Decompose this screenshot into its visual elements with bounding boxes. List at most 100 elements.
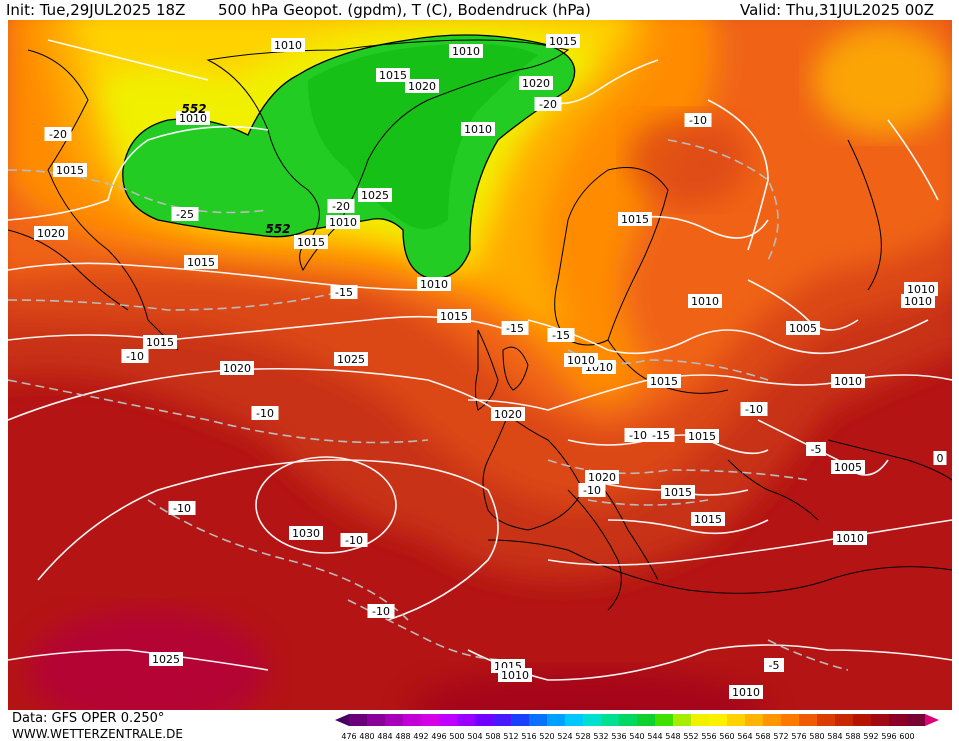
isobar-label-box bbox=[294, 235, 328, 249]
isobar-label-box bbox=[184, 255, 218, 269]
isobar-label: 1015 bbox=[694, 513, 722, 526]
temperature-label: -15 bbox=[552, 329, 570, 342]
temperature-label: -15 bbox=[506, 322, 524, 335]
scale-swatch bbox=[817, 714, 835, 726]
scale-label: 484 bbox=[377, 732, 392, 741]
scale-label: 576 bbox=[791, 732, 806, 741]
isobar-label: 1010 bbox=[836, 532, 864, 545]
scale-swatch bbox=[907, 714, 925, 726]
isobar-label-box bbox=[498, 668, 532, 682]
scale-swatch bbox=[763, 714, 781, 726]
scale-label: 568 bbox=[755, 732, 770, 741]
isobar-label-box bbox=[691, 512, 725, 526]
high-geopot-south bbox=[28, 610, 268, 710]
geopotential-label: 552 bbox=[265, 222, 290, 236]
isobar-label: 1015 bbox=[621, 213, 649, 226]
scale-swatch bbox=[727, 714, 745, 726]
scale-label: 556 bbox=[701, 732, 716, 741]
scale-label: 600 bbox=[899, 732, 914, 741]
isobar-label-box bbox=[904, 282, 938, 296]
scale-label: 596 bbox=[881, 732, 896, 741]
geopotential-label: 552 bbox=[181, 102, 206, 116]
isobar-label: 1025 bbox=[152, 653, 180, 666]
scale-label: 548 bbox=[665, 732, 680, 741]
temperature-label: -10 bbox=[745, 403, 763, 416]
isobar-label-box bbox=[376, 68, 410, 82]
scale-label: 528 bbox=[575, 732, 590, 741]
temperature-label-box bbox=[684, 113, 712, 127]
scale-swatch bbox=[691, 714, 709, 726]
scale-label: 488 bbox=[395, 732, 410, 741]
isobar-label: 1015 bbox=[297, 236, 325, 249]
temperature-label-box bbox=[624, 428, 652, 442]
scale-swatch bbox=[745, 714, 763, 726]
scale-swatch bbox=[457, 714, 475, 726]
scale-swatch bbox=[439, 714, 457, 726]
header-bar: Init: Tue,29JUL2025 18Z 500 hPa Geopot. … bbox=[0, 0, 959, 20]
isobar-label: 1015 bbox=[650, 375, 678, 388]
scale-label: 552 bbox=[683, 732, 698, 741]
isobar-label-box bbox=[271, 38, 305, 52]
scale-label: 476 bbox=[341, 732, 356, 741]
isobar-label-box bbox=[461, 122, 495, 136]
temperature-label: -10 bbox=[583, 484, 601, 497]
isobar-label-box bbox=[417, 277, 451, 291]
scale-swatch bbox=[475, 714, 493, 726]
temperature-label-box bbox=[44, 127, 72, 141]
isobar-label: 1010 bbox=[179, 112, 207, 125]
temperature-label-box bbox=[501, 321, 529, 335]
temperature-label: -5 bbox=[769, 659, 780, 672]
scale-swatch bbox=[385, 714, 403, 726]
isobar-label-box bbox=[405, 79, 439, 93]
isobar-label: 1020 bbox=[37, 227, 65, 240]
temperature-label-box bbox=[251, 406, 279, 420]
scale-swatch bbox=[403, 714, 421, 726]
temperature-label: -20 bbox=[332, 200, 350, 213]
isobar-label-box bbox=[546, 34, 580, 48]
temperature-label-box bbox=[933, 451, 947, 465]
isobar-label: 1015 bbox=[688, 430, 716, 443]
scale-label: 492 bbox=[413, 732, 428, 741]
scale-swatch bbox=[619, 714, 637, 726]
isobar-label-box bbox=[358, 188, 392, 202]
isobar-label: 1015 bbox=[187, 256, 215, 269]
isobar-label: 1020 bbox=[588, 471, 616, 484]
isobar-label-box bbox=[585, 470, 619, 484]
isobar-label-box bbox=[833, 531, 867, 545]
isobar-label-box bbox=[618, 212, 652, 226]
scale-label: 584 bbox=[827, 732, 842, 741]
temperature-label-box bbox=[740, 402, 768, 416]
temperature-label: -15 bbox=[335, 286, 353, 299]
temperature-label-box bbox=[171, 207, 199, 221]
isobar-label: 1010 bbox=[464, 123, 492, 136]
temperature-label-box bbox=[647, 428, 675, 442]
temperature-label: -10 bbox=[689, 114, 707, 127]
scale-label: 532 bbox=[593, 732, 608, 741]
weather-map: 1010 1010 1015 1020 1015 1020 1010 1025 1010 1015… bbox=[8, 20, 952, 710]
scale-label: 588 bbox=[845, 732, 860, 741]
isobar-label: 1010 bbox=[420, 278, 448, 291]
scale-swatch bbox=[673, 714, 691, 726]
scale-swatch bbox=[709, 714, 727, 726]
isobar-label: 1030 bbox=[292, 527, 320, 540]
isobar-label: 1015 bbox=[549, 35, 577, 48]
isobar-label: 1020 bbox=[522, 77, 550, 90]
scale-swatch bbox=[799, 714, 817, 726]
isobar-label: 1010 bbox=[567, 354, 595, 367]
color-scale: 476 480 484 488 492 496 500 504 508 512 516 520 524 5… bbox=[335, 714, 939, 741]
isobar-label-box bbox=[143, 335, 177, 349]
isobar-label-box bbox=[647, 374, 681, 388]
isobar-label-box bbox=[326, 215, 360, 229]
isobar-label: 1015 bbox=[56, 164, 84, 177]
scale-end-arrow bbox=[925, 714, 939, 726]
isobar-label-box bbox=[688, 294, 722, 308]
isobar-labels: 1010 1010 1015 1020 1015 1020 1010 1025 1010 1015… bbox=[34, 34, 938, 699]
isobar-label-box bbox=[564, 353, 598, 367]
website: WWW.WETTERZENTRALE.DE bbox=[12, 727, 183, 741]
isobar-label-box bbox=[34, 226, 68, 240]
scale-swatch bbox=[529, 714, 547, 726]
isobar-label: 1015 bbox=[440, 310, 468, 323]
isobar-label: 1010 bbox=[732, 686, 760, 699]
scale-swatch bbox=[511, 714, 529, 726]
isobar-label: 1005 bbox=[834, 461, 862, 474]
